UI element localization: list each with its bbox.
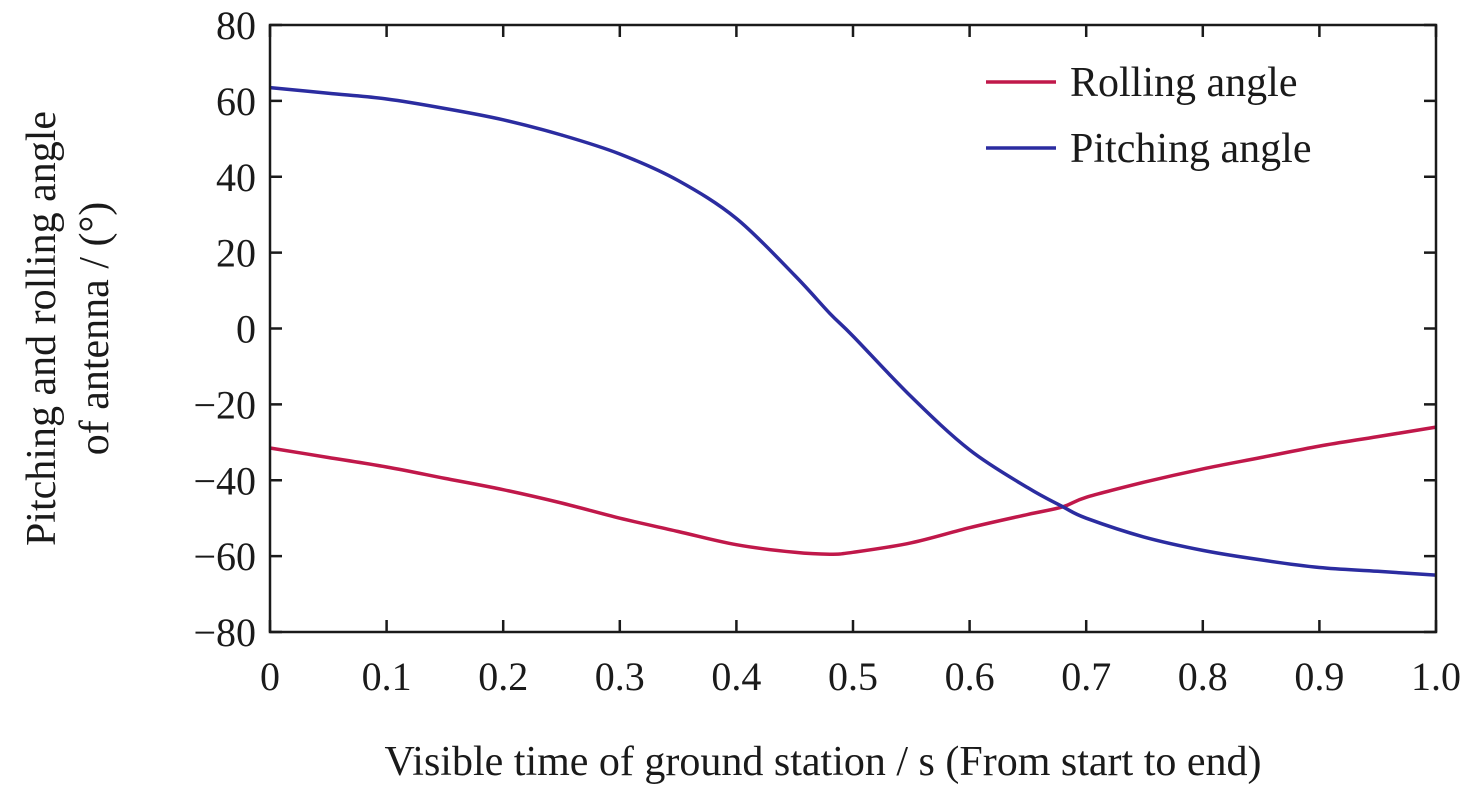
x-tick-label: 0.8 bbox=[1178, 654, 1228, 699]
x-tick-label: 0.9 bbox=[1294, 654, 1344, 699]
x-tick-label: 0.6 bbox=[945, 654, 995, 699]
plot-frame bbox=[268, 23, 1438, 634]
rolling-angle-line bbox=[269, 425, 1437, 556]
x-tick-label: 1.0 bbox=[1411, 654, 1461, 699]
y-tick-label: −40 bbox=[193, 458, 256, 503]
legend: Rolling angle Pitching angle bbox=[986, 60, 1311, 172]
legend-label: Rolling angle bbox=[1070, 60, 1297, 106]
y-axis-label-line: Pitching and rolling angle bbox=[19, 111, 65, 546]
x-tick-label: 0.1 bbox=[362, 654, 412, 699]
x-axis-label: Visible time of ground station / s (From… bbox=[384, 739, 1261, 785]
x-tick-label: 0.7 bbox=[1061, 654, 1111, 699]
y-tick-label: 20 bbox=[216, 231, 256, 276]
x-tick-label: 0.4 bbox=[711, 654, 761, 699]
y-tick-label: 80 bbox=[216, 3, 256, 48]
x-tick-label: 0 bbox=[260, 654, 280, 699]
y-axis: 80 60 40 20 0 −20 −40 −60 −80 bbox=[193, 3, 1436, 655]
y-axis-label: Pitching and rolling angle of antenna / (… bbox=[19, 111, 118, 546]
pitching-angle-line bbox=[269, 85, 1437, 577]
y-tick-label: −60 bbox=[193, 534, 256, 579]
y-tick-label: −20 bbox=[193, 382, 256, 427]
x-tick-label: 0.2 bbox=[478, 654, 528, 699]
x-tick-label: 0.3 bbox=[595, 654, 645, 699]
x-axis: 0 0.1 0.2 0.3 0.4 0.5 0.6 0.7 0.8 0.9 1.0 bbox=[260, 25, 1461, 699]
x-tick-label: 0.5 bbox=[828, 654, 878, 699]
y-axis-label-line: of antenna / (°) bbox=[72, 202, 118, 456]
plot-area bbox=[269, 85, 1437, 577]
y-tick-label: −80 bbox=[193, 610, 256, 655]
y-tick-label: 60 bbox=[216, 79, 256, 124]
y-tick-label: 0 bbox=[236, 307, 256, 352]
legend-label: Pitching angle bbox=[1070, 126, 1311, 172]
y-tick-label: 40 bbox=[216, 155, 256, 200]
